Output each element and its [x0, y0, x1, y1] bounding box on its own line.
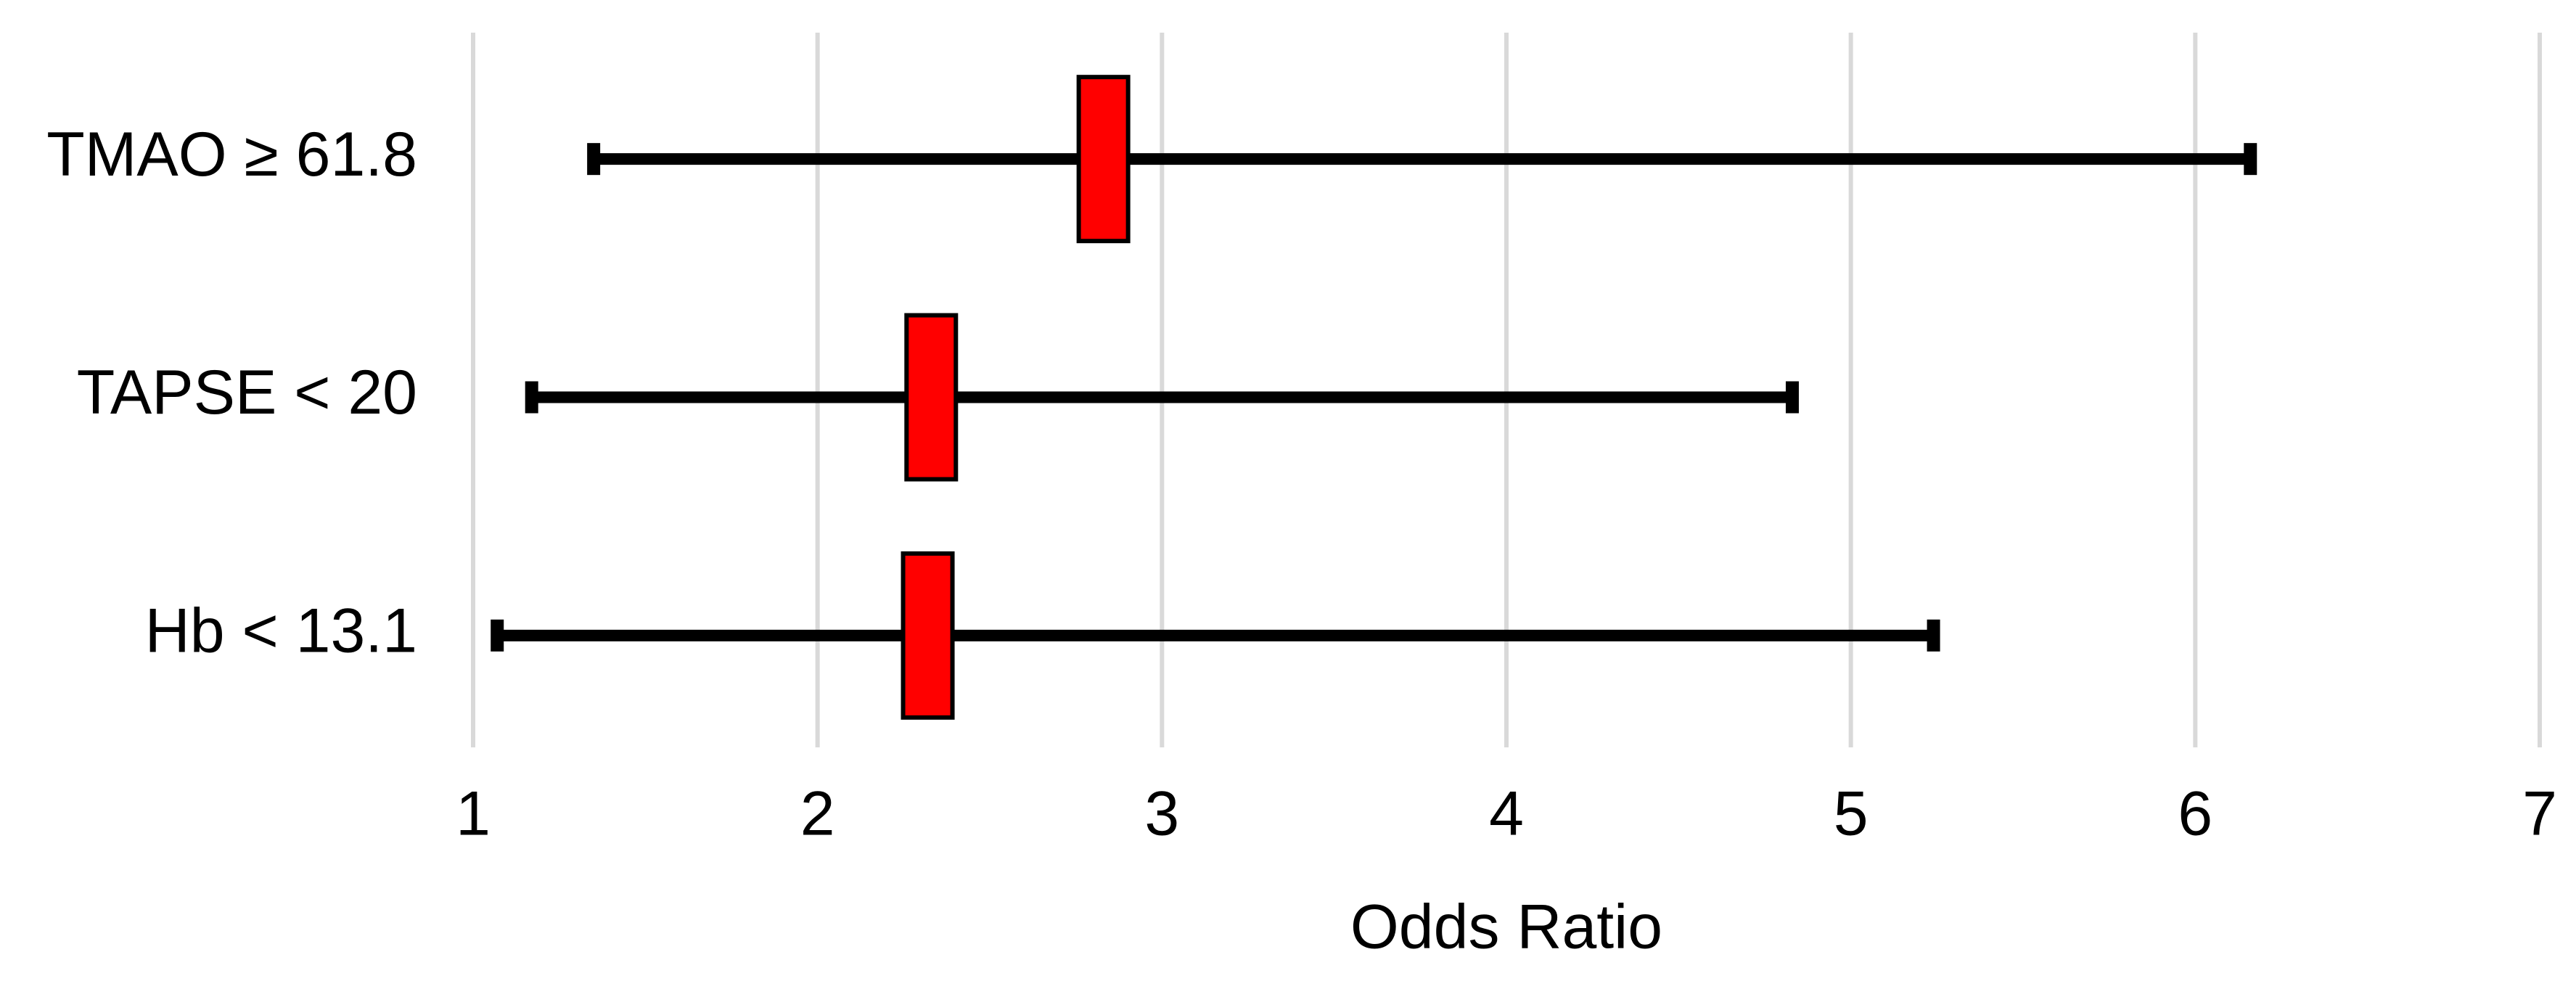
x-tick-label: 2 [800, 779, 835, 849]
ci-cap [1785, 381, 1799, 414]
ci-cap [491, 619, 504, 652]
point-estimate [901, 551, 955, 720]
ci-cap [2244, 143, 2257, 176]
x-tick-label: 6 [2178, 779, 2212, 849]
x-axis-label: Odds Ratio [1350, 892, 1662, 962]
y-tick-label: TMAO ≥ 61.8 [46, 120, 417, 189]
y-tick-label: TAPSE < 20 [77, 358, 417, 427]
point-estimate [1076, 75, 1131, 244]
x-tick-label: 1 [456, 779, 491, 849]
ci-cap [1927, 619, 1940, 652]
x-tick-label: 7 [2522, 779, 2557, 849]
y-tick-label: Hb < 13.1 [145, 596, 417, 666]
ci-cap [587, 143, 601, 176]
point-estimate [904, 313, 959, 482]
x-tick-label: 4 [1489, 779, 1524, 849]
x-tick-label: 3 [1144, 779, 1179, 849]
x-tick-label: 5 [1834, 779, 1869, 849]
ci-cap [525, 381, 538, 414]
